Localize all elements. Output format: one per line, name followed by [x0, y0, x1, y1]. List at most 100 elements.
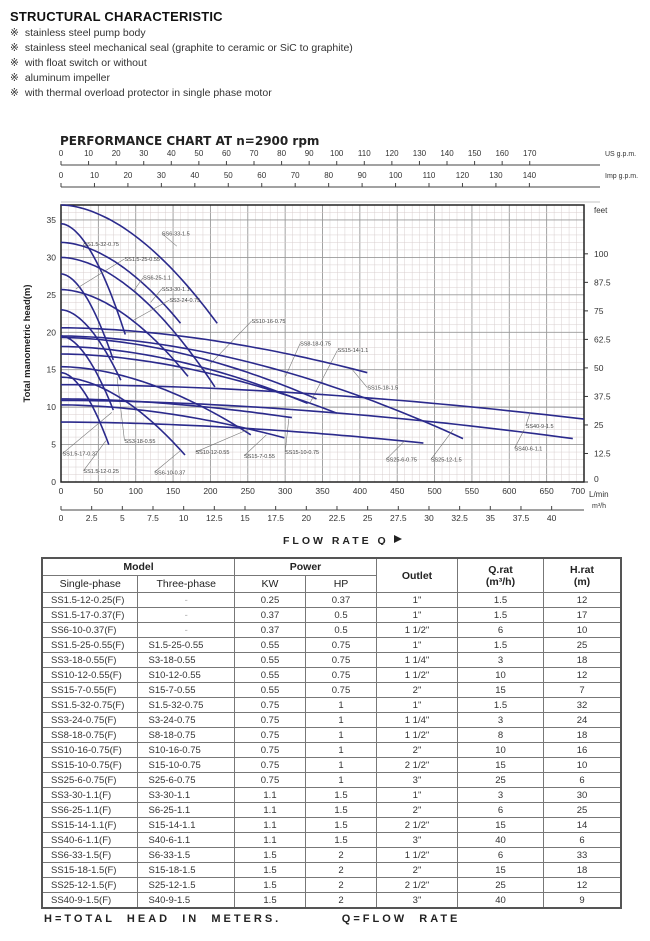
- m3h-tick-label: 20: [302, 513, 312, 523]
- pump-curve-ss15-14-1.1: [60, 353, 337, 414]
- m3h-tick-label: 40: [547, 513, 557, 523]
- hp-cell: 2: [305, 862, 377, 878]
- qrat-label: Q.rat: [488, 563, 513, 576]
- footer-head-note: H=TOTAL HEAD IN METERS.: [44, 913, 282, 925]
- curve-label: SS40-6-1.1: [515, 446, 543, 452]
- outlet-cell: 1 1/4": [376, 712, 458, 728]
- us-gpm-tick-label: 20: [112, 149, 121, 158]
- m3h-tick-label: 17.5: [267, 513, 284, 523]
- curve-leader-line: [195, 429, 248, 453]
- table-row: SS15-7-0.55(F) S15-7-0.55 0.55 0.75 2" 15 7: [41, 682, 622, 698]
- h-rat-cell: 12: [543, 667, 622, 683]
- curve-leader-line: [284, 343, 301, 378]
- h-rat-cell: 6: [543, 832, 622, 848]
- curve-label: SS8-18-0.75: [300, 342, 331, 348]
- header-qrat: Q.rat (m³/h): [457, 557, 544, 593]
- imp-gpm-unit-label: Imp g.p.m.: [605, 173, 638, 180]
- feet-tick-label: 75: [594, 306, 604, 316]
- imp-gpm-tick-label: 60: [257, 171, 266, 180]
- three-phase-model-cell: S15-10-0.75: [137, 757, 235, 773]
- single-phase-model-cell: SS6-25-1.1(F): [41, 802, 139, 818]
- kw-cell: 1.1: [234, 817, 306, 833]
- table-row: SS8-18-0.75(F) S8-18-0.75 0.75 1 1 1/2" 8 18: [41, 727, 622, 743]
- table-row: SS1.5-25-0.55(F) S1.5-25-0.55 0.55 0.75 1" 1.…: [41, 637, 622, 653]
- x-tick-label: 200: [203, 486, 217, 496]
- us-gpm-tick-label: 150: [468, 149, 482, 158]
- outlet-cell: 2": [376, 862, 458, 878]
- outlet-cell: 1": [376, 607, 458, 623]
- y-tick-label: 25: [47, 290, 57, 300]
- three-phase-model-cell: S40-6-1.1: [137, 832, 235, 848]
- feature-item: ※ stainless steel mechanical seal (graphi…: [10, 42, 353, 54]
- outlet-cell: 2 1/2": [376, 757, 458, 773]
- x-tick-label: 450: [390, 486, 404, 496]
- h-rat-cell: 6: [543, 772, 622, 788]
- h-rat-cell: 14: [543, 817, 622, 833]
- single-phase-model-cell: SS10-12-0.55(F): [41, 667, 139, 683]
- q-rat-cell: 40: [457, 832, 544, 848]
- outlet-cell: 3": [376, 892, 458, 909]
- h-rat-cell: 10: [543, 622, 622, 638]
- x-tick-label: 400: [353, 486, 367, 496]
- kw-cell: 0.75: [234, 742, 306, 758]
- curve-label: SS15-18-1.5: [367, 386, 398, 392]
- pump-curve-ss40-6-1.1: [61, 399, 573, 440]
- single-phase-model-cell: SS25-12-1.5(F): [41, 877, 139, 893]
- kw-cell: 0.37: [234, 607, 306, 623]
- imp-gpm-tick-label: 90: [358, 171, 367, 180]
- us-gpm-tick-label: 110: [358, 149, 371, 158]
- x-tick-label: 100: [129, 486, 143, 496]
- feet-tick-label: 37.5: [594, 391, 611, 401]
- outlet-cell: 1": [376, 637, 458, 653]
- outlet-cell: 1 1/2": [376, 847, 458, 863]
- table-row: SS6-10-0.37(F) -0.37 0.5 1 1/2" 6 10: [41, 622, 622, 638]
- single-phase-model-cell: SS6-10-0.37(F): [41, 622, 139, 638]
- pump-curve-ss25-6-0.75: [61, 421, 424, 444]
- section-title: STRUCTURAL CHARACTERISTIC: [10, 9, 223, 24]
- us-gpm-tick-label: 0: [59, 149, 64, 158]
- us-gpm-tick-label: 90: [305, 149, 314, 158]
- x-tick-label: 650: [540, 486, 554, 496]
- table-row: SS40-9-1.5(F) S40-9-1.5 1.5 2 3" 40 9: [41, 892, 622, 909]
- outlet-cell: 2": [376, 682, 458, 698]
- header-kw: KW: [234, 575, 306, 593]
- feet-tick-label: 87.5: [594, 277, 611, 287]
- table-row: SS40-6-1.1(F) S40-6-1.1 1.1 1.5 3" 40 6: [41, 832, 622, 848]
- curve-leader-line: [352, 369, 368, 388]
- three-phase-model-cell: S1.5-25-0.55: [137, 637, 235, 653]
- hp-cell: 1: [305, 697, 377, 713]
- pump-curve-ss10-16-0.75: [60, 345, 308, 405]
- m3h-tick-label: 2.5: [86, 513, 98, 523]
- m3h-tick-label: 15: [240, 513, 250, 523]
- model-table: Model Power Outlet Q.rat (m³/h) H.rat (m) …: [41, 557, 622, 909]
- kw-cell: 0.55: [234, 667, 306, 683]
- single-phase-model-cell: SS3-18-0.55(F): [41, 652, 139, 668]
- us-gpm-tick-label: 130: [413, 149, 427, 158]
- table-row: SS1.5-12-0.25(F) -0.25 0.37 1" 1.5 12: [41, 592, 622, 608]
- kw-cell: 0.37: [234, 622, 306, 638]
- outlet-cell: 3": [376, 772, 458, 788]
- q-rat-cell: 8: [457, 727, 544, 743]
- single-phase-model-cell: SS15-14-1.1(F): [41, 817, 139, 833]
- x-unit-label: L/min: [589, 490, 609, 499]
- x-tick-label: 700: [571, 486, 585, 496]
- curve-label: SS3-30-1.1: [162, 287, 190, 293]
- three-phase-model-cell: S15-18-1.5: [137, 862, 235, 878]
- kw-cell: 1.1: [234, 832, 306, 848]
- outlet-cell: 1": [376, 787, 458, 803]
- x-tick-label: 0: [59, 486, 64, 496]
- outlet-cell: 2 1/2": [376, 817, 458, 833]
- feet-tick-label: 0: [594, 474, 599, 484]
- three-phase-model-cell: -: [137, 607, 235, 623]
- us-gpm-tick-label: 140: [440, 149, 454, 158]
- curve-leader-line: [525, 412, 531, 426]
- curve-leader-line: [243, 434, 267, 457]
- three-phase-model-cell: S15-7-0.55: [137, 682, 235, 698]
- table-row: SS15-14-1.1(F) S15-14-1.1 1.1 1.5 2 1/2" 15 14: [41, 817, 622, 833]
- single-phase-model-cell: SS6-33-1.5(F): [41, 847, 139, 863]
- curve-label: SS15-10-0.75: [285, 450, 319, 456]
- feature-item: ※ stainless steel pump body: [10, 27, 146, 39]
- single-phase-model-cell: SS40-6-1.1(F): [41, 832, 139, 848]
- us-gpm-tick-label: 40: [167, 149, 176, 158]
